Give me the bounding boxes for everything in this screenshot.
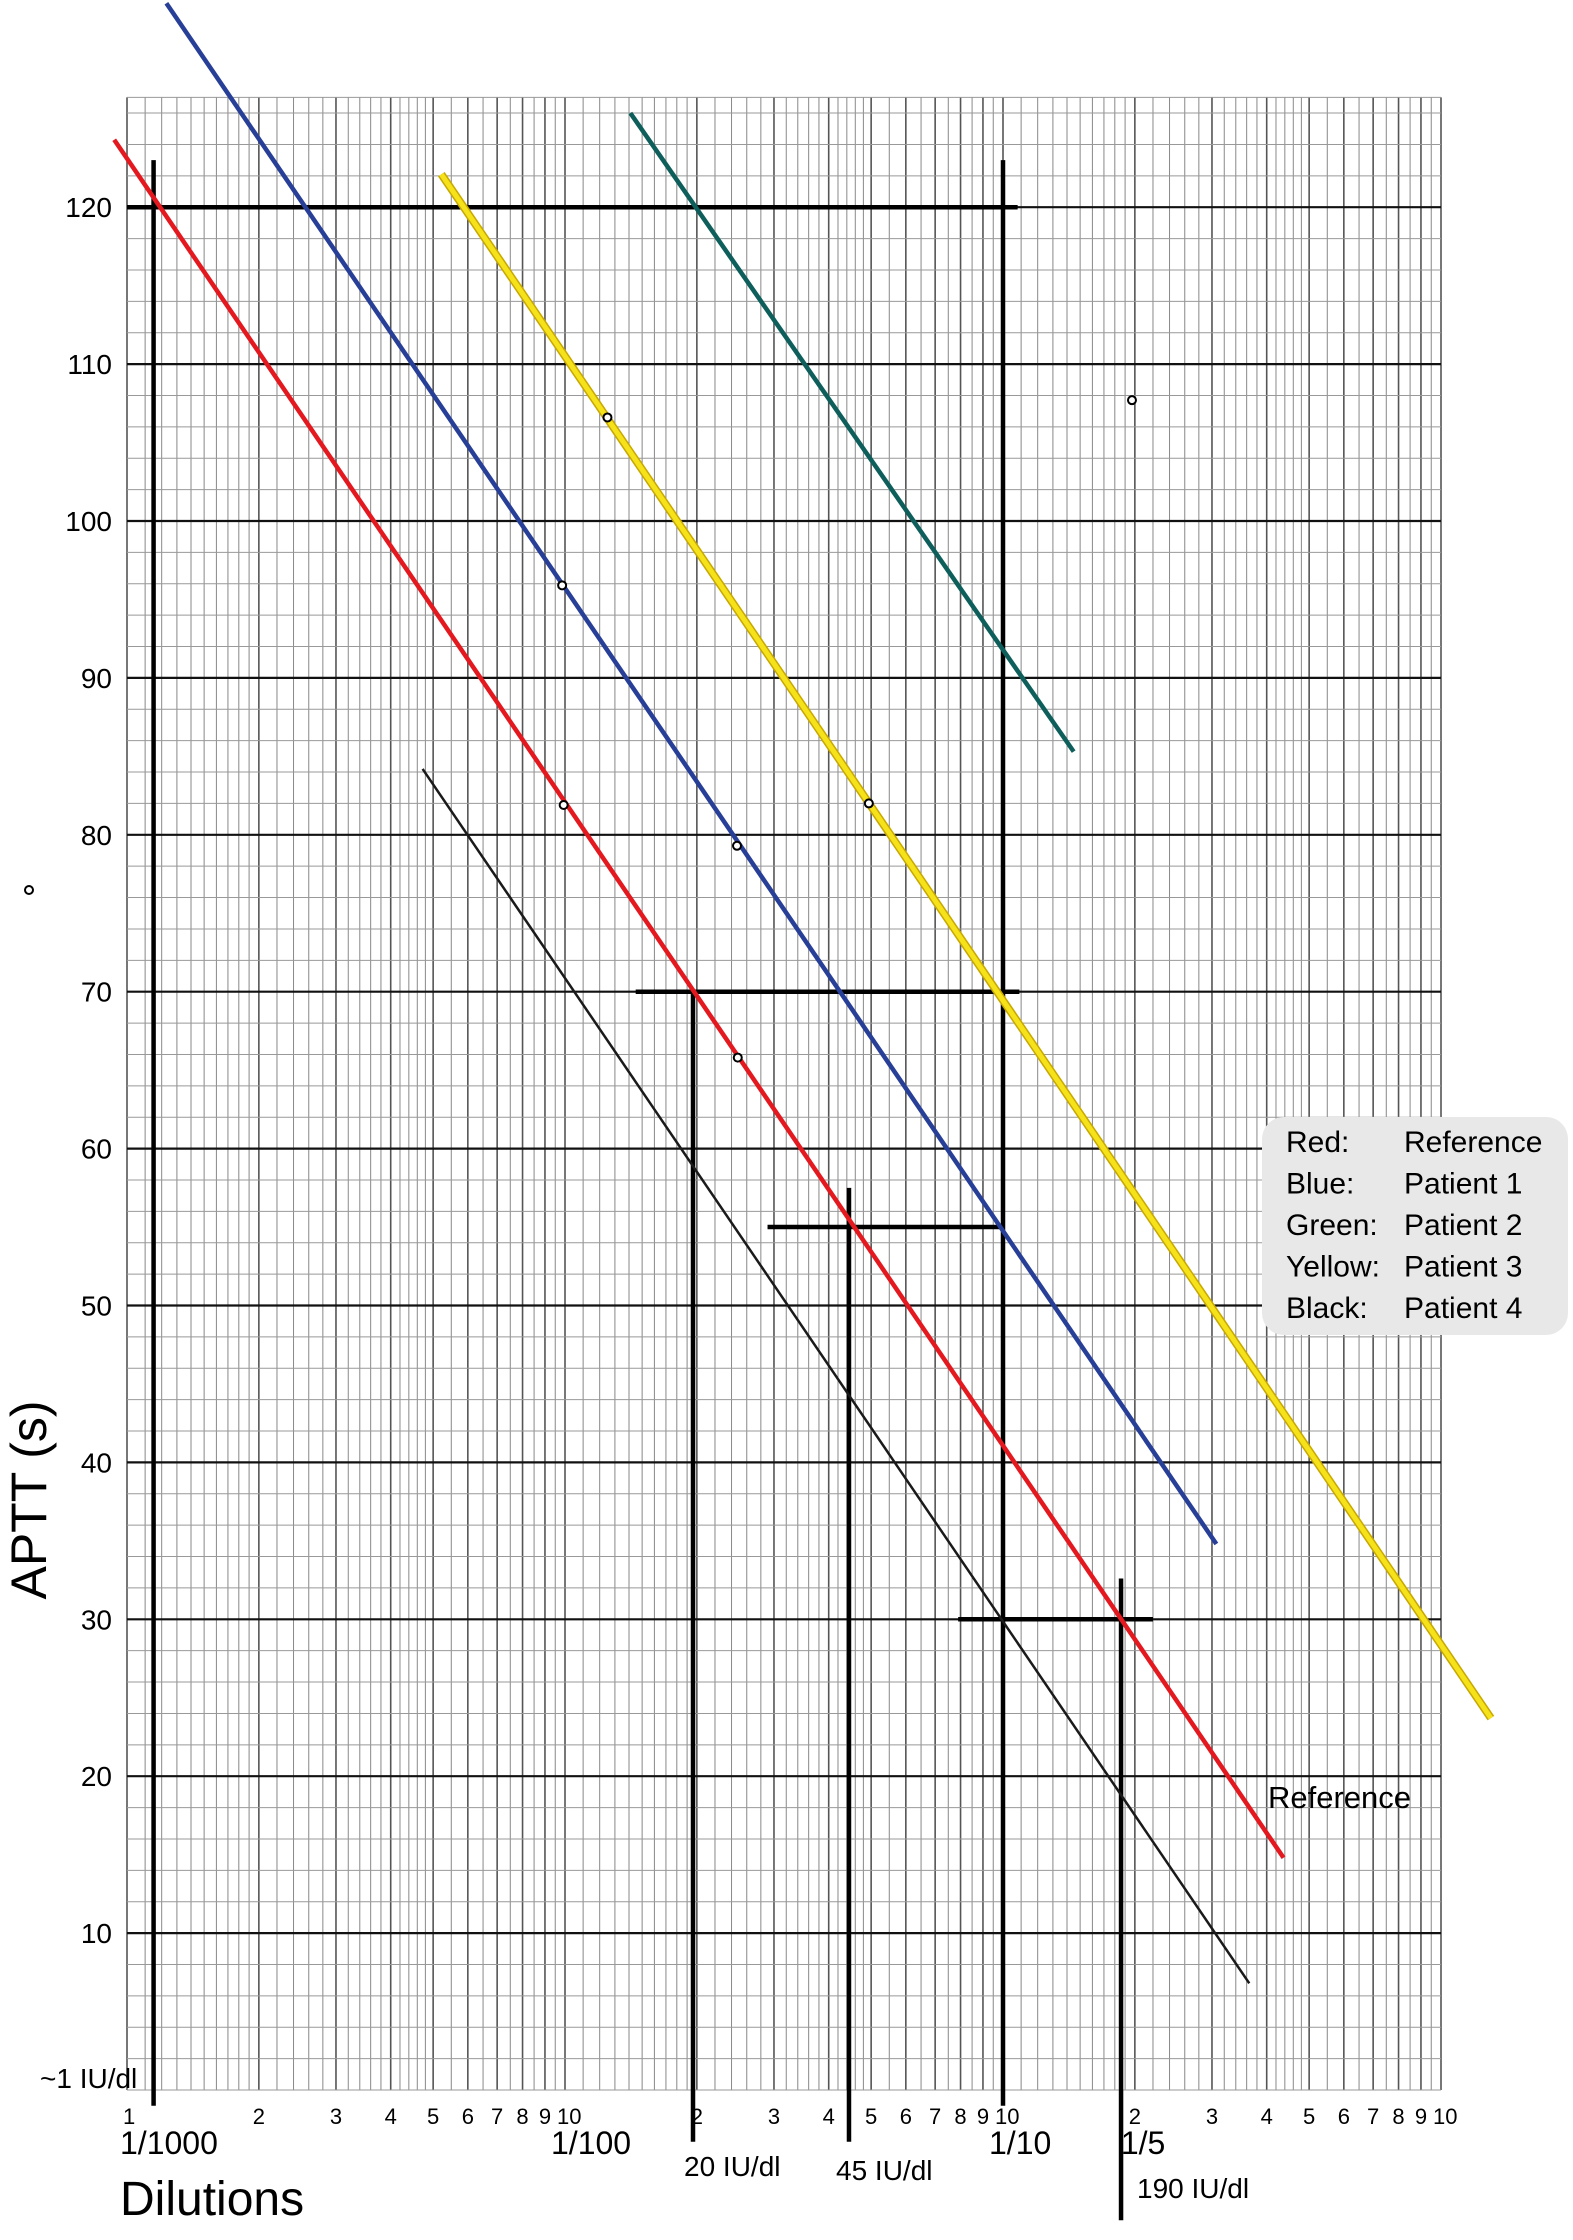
- x-tick-label: 4: [385, 2104, 397, 2129]
- annotation-20-iu: 20 IU/dl: [684, 2151, 781, 2182]
- legend: Red: Reference Blue: Patient 1 Green: Patient…: [1262, 1117, 1568, 1335]
- legend-color-label: Blue:: [1286, 1168, 1354, 1201]
- x-tick-label: 9: [539, 2104, 551, 2129]
- x-tick-label: 10: [1433, 2104, 1457, 2129]
- y-tick-label: 100: [65, 506, 112, 537]
- x-tick-label: 7: [929, 2104, 941, 2129]
- y-tick-label: 50: [81, 1291, 112, 1322]
- grid: [126, 96, 1442, 2091]
- x-tick-label: 6: [900, 2104, 912, 2129]
- x-tick-label: 9: [977, 2104, 989, 2129]
- legend-series-label: Patient 1: [1404, 1168, 1522, 1201]
- x-tick-label: 8: [516, 2104, 528, 2129]
- data-point-patient-1: [557, 580, 568, 591]
- legend-series-label: Patient 3: [1404, 1251, 1522, 1284]
- annotation-190-iu: 190 IU/dl: [1137, 2173, 1249, 2204]
- x-tick-label: 8: [954, 2104, 966, 2129]
- data-point-reference: [732, 1052, 743, 1063]
- y-tick-label: 10: [81, 1918, 112, 1949]
- y-tick-label: 60: [81, 1134, 112, 1165]
- series-line-patient-4: [421, 768, 1251, 1985]
- x-tick-label: 9: [1415, 2104, 1427, 2129]
- legend-series-label: Patient 4: [1404, 1292, 1522, 1325]
- x-decade-label: 1/1000: [120, 2125, 218, 2161]
- stray-marker: [24, 885, 34, 895]
- x-tick-label: 6: [1338, 2104, 1350, 2129]
- annotation-1-iu: ~1 IU/dl: [40, 2063, 137, 2094]
- x-decade-label: 1/5: [1121, 2125, 1165, 2161]
- y-tick-label: 30: [81, 1604, 112, 1635]
- y-tick-label: 120: [65, 192, 112, 223]
- x-tick-label: 5: [427, 2104, 439, 2129]
- y-tick-label: 90: [81, 663, 112, 694]
- series-line-patient-3: [439, 172, 1493, 1720]
- legend-series-label: Patient 2: [1404, 1209, 1522, 1242]
- x-tick-label: 7: [491, 2104, 503, 2129]
- data-point-patient-3: [863, 798, 874, 809]
- x-tick-label: 6: [462, 2104, 474, 2129]
- y-tick-label: 110: [67, 349, 112, 380]
- legend-color-label: Red:: [1286, 1126, 1349, 1159]
- x-tick-label: 4: [823, 2104, 835, 2129]
- annotation-reference: Reference: [1268, 1780, 1411, 1815]
- y-tick-label: 20: [81, 1761, 112, 1792]
- x-tick-label: 10: [995, 2104, 1019, 2129]
- series-line-patient-1: [164, 1, 1219, 1546]
- y-axis-label: APTT (s): [1, 1400, 57, 1599]
- x-tick-label: 2: [253, 2104, 265, 2129]
- legend-box: [1262, 1117, 1568, 1335]
- legend-color-label: Green:: [1286, 1209, 1378, 1242]
- x-tick-label: 3: [1206, 2104, 1218, 2129]
- data-point-patient-2: [1126, 395, 1137, 406]
- y-tick-label: 80: [81, 820, 112, 851]
- x-tick-label: 10: [557, 2104, 581, 2129]
- y-tick-label: 40: [81, 1447, 112, 1478]
- x-tick-label: 1: [123, 2104, 135, 2129]
- series-lines: [112, 1, 1495, 1985]
- legend-color-label: Yellow:: [1286, 1251, 1380, 1284]
- x-tick-label: 7: [1367, 2104, 1379, 2129]
- data-point-patient-1: [732, 840, 743, 851]
- series-line-patient-2: [628, 111, 1076, 753]
- x-decade-label: 1/10: [989, 2125, 1051, 2161]
- x-decade-label: 1/100: [551, 2125, 631, 2161]
- reference-lines: [127, 160, 1153, 2221]
- x-tick-label: 3: [330, 2104, 342, 2129]
- x-tick-label: 4: [1261, 2104, 1273, 2129]
- y-tick-label: 70: [81, 977, 112, 1008]
- x-tick-label: 2: [691, 2104, 703, 2129]
- x-tick-label: 3: [768, 2104, 780, 2129]
- x-axis-label: Dilutions: [120, 2173, 304, 2226]
- legend-series-label: Reference: [1404, 1126, 1542, 1159]
- data-point-reference: [558, 799, 569, 810]
- series-line-reference: [112, 138, 1286, 1860]
- data-point-patient-3: [602, 412, 613, 423]
- x-tick-label: 8: [1392, 2104, 1404, 2129]
- x-tick-label: 5: [865, 2104, 877, 2129]
- x-tick-label: 5: [1303, 2104, 1315, 2129]
- x-tick-label: 2: [1129, 2104, 1141, 2129]
- annotation-45-iu: 45 IU/dl: [836, 2155, 933, 2186]
- legend-color-label: Black:: [1286, 1292, 1368, 1325]
